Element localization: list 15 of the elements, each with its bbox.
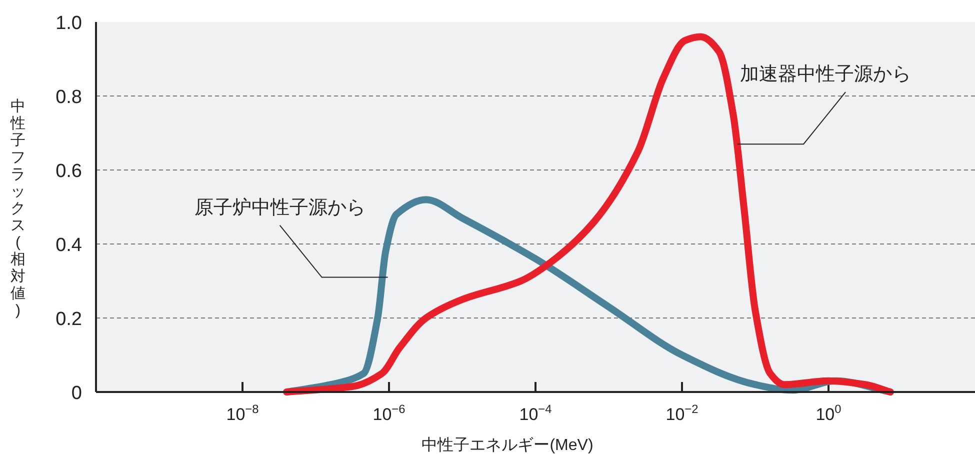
x-tick-label: 10$^{−8}$ <box>226 402 260 424</box>
x-tick-label: 10$^{−4}$ <box>519 402 552 424</box>
y-tick-label: 1.0 <box>56 13 82 34</box>
x-tick-label: 10$^{0}$ <box>816 402 842 424</box>
y-tick-label: 0.6 <box>56 161 82 182</box>
text: 中性子フラックス(相対値) <box>10 98 26 319</box>
annotation: 原子炉中性子源から <box>194 197 366 218</box>
y-tick-label: 0.8 <box>56 87 82 108</box>
x-axis-title: 中性子エネルギー(MeV) <box>422 436 594 454</box>
y-tick-label: 0.2 <box>56 309 82 330</box>
y-tick-label: 0 <box>71 383 82 404</box>
annotation: 加速器中性子源から <box>740 64 912 86</box>
x-tick-label: 10$^{−2}$ <box>666 402 699 424</box>
x-tick-label: 10$^{−6}$ <box>372 402 406 424</box>
y-tick-label: 0.4 <box>56 235 82 256</box>
